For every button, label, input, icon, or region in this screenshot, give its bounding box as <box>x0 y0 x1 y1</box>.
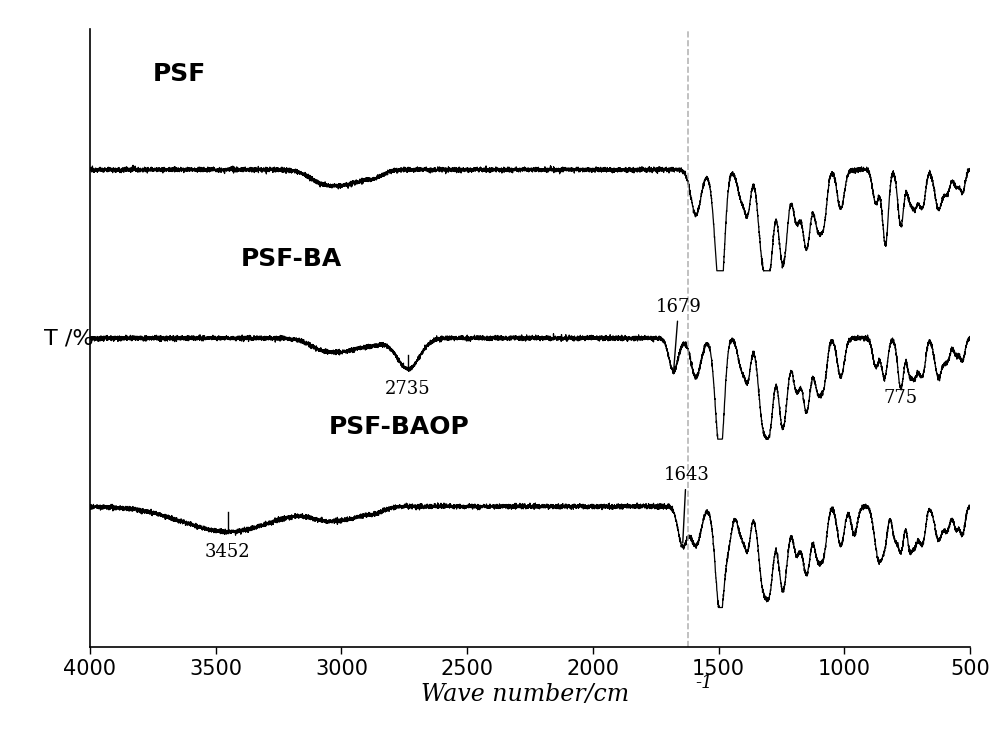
Text: 1643: 1643 <box>663 466 709 543</box>
Text: Wave number/cm: Wave number/cm <box>421 683 629 706</box>
Text: -1: -1 <box>695 675 713 692</box>
Y-axis label: T /%: T /% <box>44 328 94 348</box>
Text: PSF-BA: PSF-BA <box>241 247 342 270</box>
Text: 2735: 2735 <box>385 380 431 398</box>
Text: PSF-BAOP: PSF-BAOP <box>329 415 470 439</box>
Text: 1679: 1679 <box>656 298 702 369</box>
Text: PSF: PSF <box>153 62 206 85</box>
Text: 775: 775 <box>884 389 918 406</box>
Text: 3452: 3452 <box>205 543 251 561</box>
